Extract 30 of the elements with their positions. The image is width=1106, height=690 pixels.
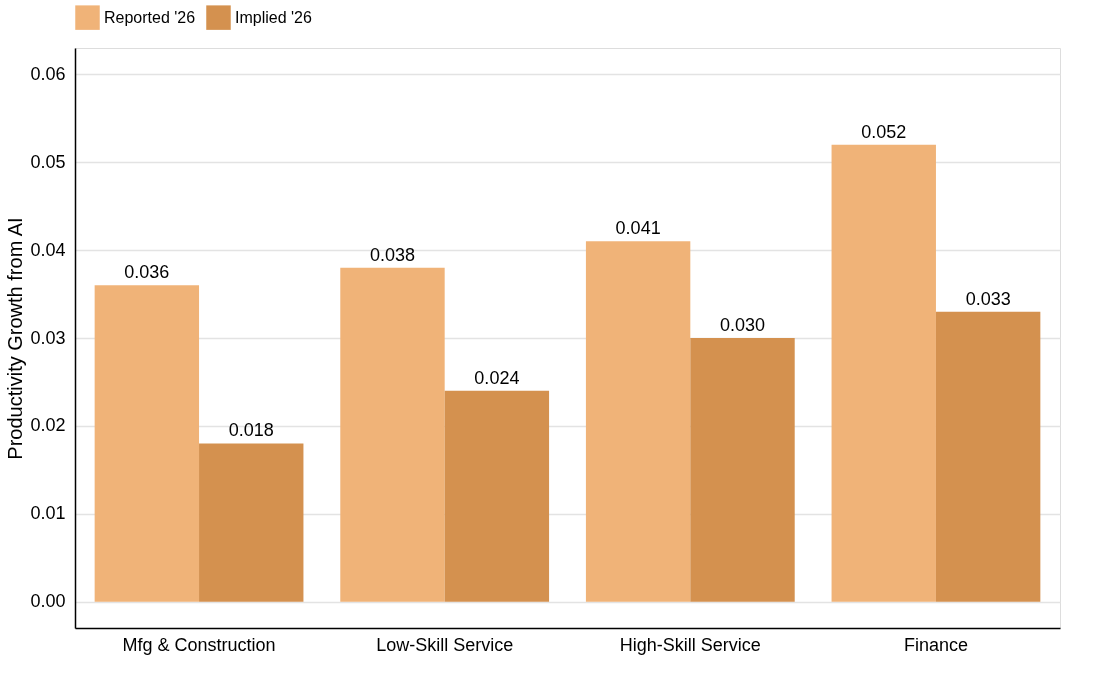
x-tick-label: Low-Skill Service (376, 634, 514, 655)
y-tick-label: 0.00 (30, 591, 66, 612)
legend-label: Implied '26 (235, 8, 312, 26)
x-tick-label: Finance (903, 634, 968, 655)
data-label: 0.038 (369, 244, 416, 265)
y-tick-label: 0.02 (30, 415, 66, 436)
data-label: 0.024 (474, 367, 520, 388)
bar (340, 267, 445, 602)
y-tick-label: 0.05 (30, 151, 66, 172)
x-tick-label: Mfg & Construction (122, 634, 276, 655)
bar (935, 311, 1041, 602)
data-label: 0.033 (965, 288, 1011, 309)
y-tick-label: 0.03 (30, 327, 66, 348)
y-tick-label: 0.06 (30, 63, 66, 84)
bar (199, 443, 304, 602)
data-label: 0.030 (719, 315, 766, 335)
data-label: 0.041 (615, 218, 661, 239)
bar (690, 338, 795, 602)
x-tick-label: High-Skill Service (619, 634, 761, 655)
bar (444, 390, 550, 602)
bar (831, 144, 936, 602)
y-tick-label: 0.04 (30, 239, 66, 260)
y-tick-label: 0.01 (30, 503, 66, 524)
data-label: 0.018 (228, 420, 274, 441)
bar (585, 241, 691, 602)
y-axis-title: Productivity Growth from AI (4, 217, 27, 460)
data-label: 0.036 (124, 262, 170, 283)
legend-label: Reported '26 (104, 8, 196, 26)
data-label: 0.052 (861, 121, 907, 142)
bar (94, 285, 200, 602)
